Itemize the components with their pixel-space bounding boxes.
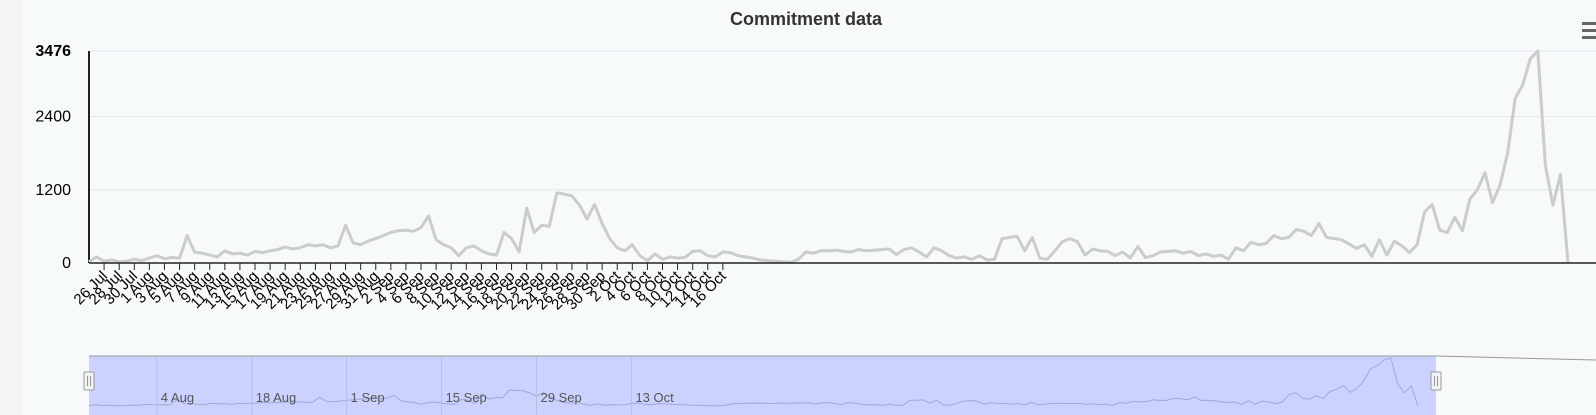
navigator-label: 15 Sep <box>446 390 487 405</box>
series-line[interactable] <box>88 49 1570 264</box>
navigator-series <box>88 357 1419 407</box>
chart-bg <box>22 0 1596 415</box>
y-tick-label: 3476 <box>35 43 71 60</box>
navigator-selection[interactable] <box>89 356 1436 415</box>
y-tick-label: 2400 <box>35 109 71 126</box>
navigator-outline <box>1435 355 1596 361</box>
y-tick-label: 1200 <box>35 182 71 199</box>
navigator-label: 1 Sep <box>351 390 385 405</box>
navigator[interactable]: 4 Aug 18 Aug 1 Sep 15 Sep 29 Sep 13 Oct <box>83 355 1596 415</box>
y-axis: 0 1200 2400 3476 <box>35 43 90 272</box>
hamburger-icon[interactable] <box>1578 20 1596 42</box>
series-layer <box>88 49 1570 264</box>
y-tick-label: 0 <box>62 255 71 272</box>
chart-title: Commitment data <box>730 9 883 29</box>
navigator-label: 13 Oct <box>635 390 674 405</box>
navigator-left-handle[interactable] <box>83 371 95 391</box>
navigator-label: 18 Aug <box>256 390 296 405</box>
navigator-label: 29 Sep <box>541 390 582 405</box>
navigator-label: 4 Aug <box>161 390 194 405</box>
navigator-right-handle[interactable] <box>1430 371 1442 391</box>
